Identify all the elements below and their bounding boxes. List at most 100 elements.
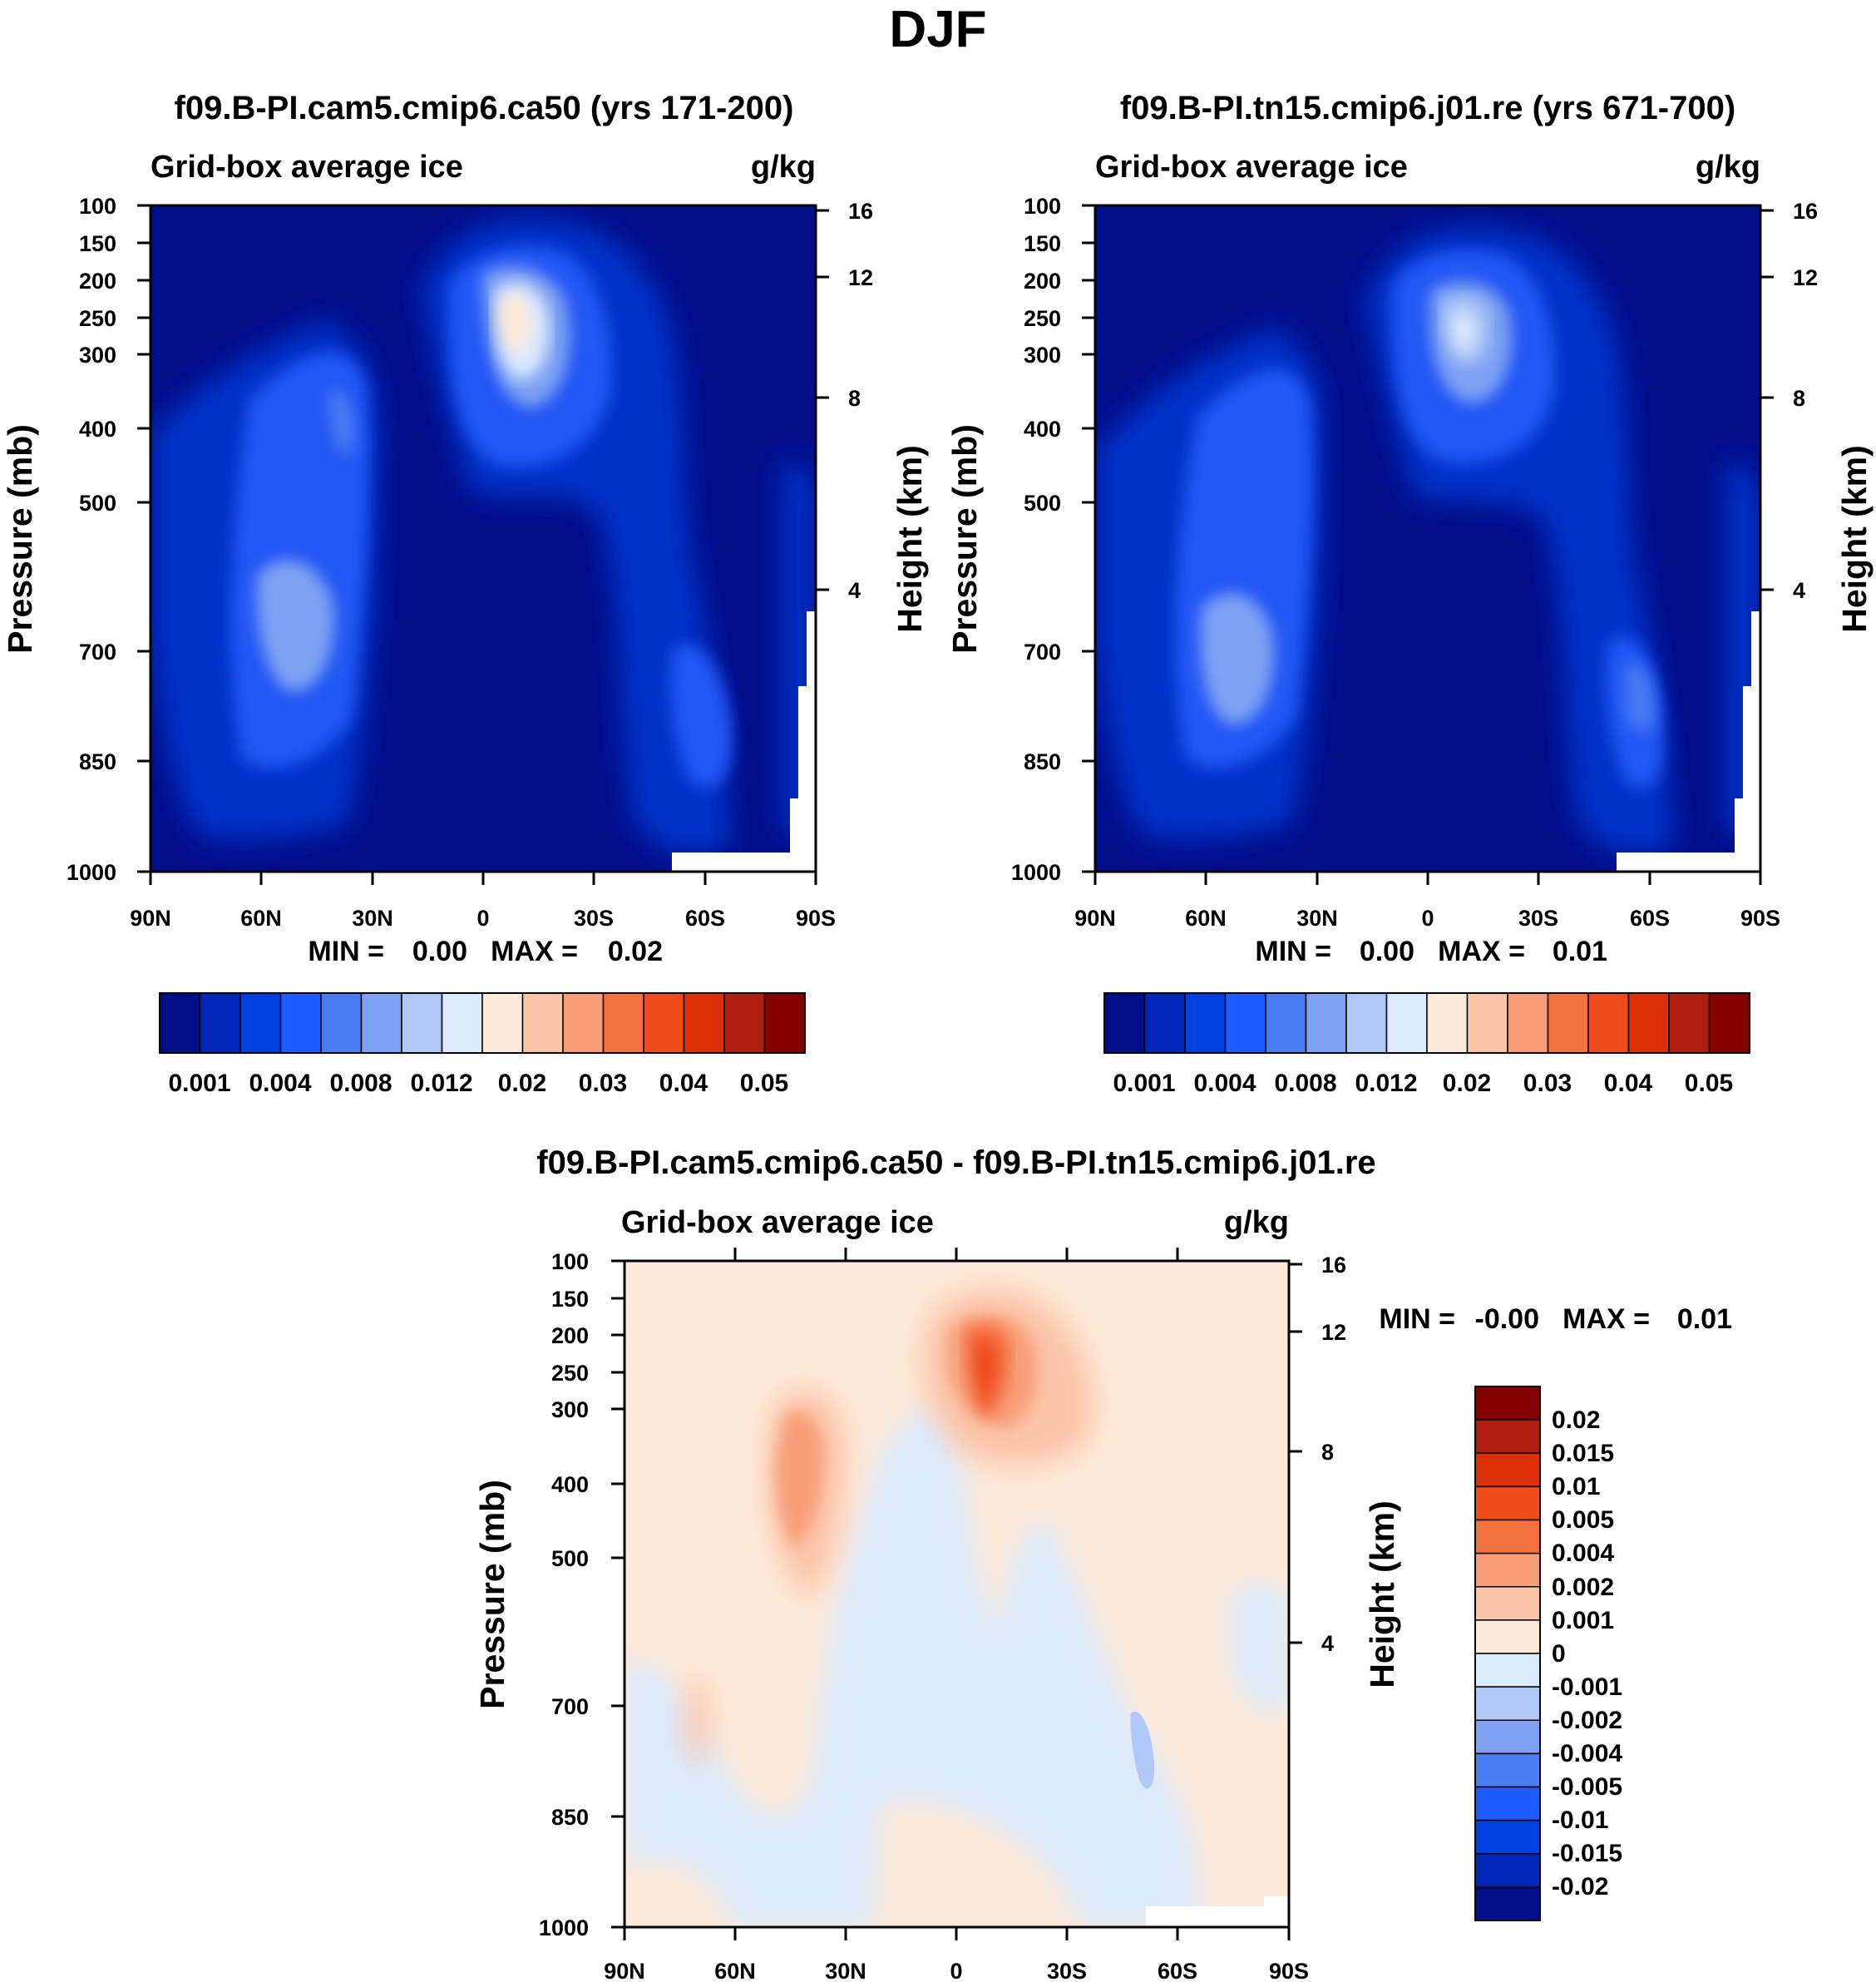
colorbar-label: 0.05 [1685, 1070, 1733, 1097]
colorbar-box [481, 992, 524, 1054]
panel-2-height-tick-label: 16 [1793, 199, 1818, 224]
panel-3-y-tick-label: 400 [551, 1472, 589, 1497]
panel-3-min-max: MIN = -0.00 MAX = 0.01 [1379, 1303, 1732, 1335]
panel-3-y-tick-label: 250 [551, 1361, 589, 1386]
colorbar-label: 0.004 [1552, 1540, 1614, 1567]
colorbar-box [1474, 1686, 1541, 1722]
colorbar-label: 0.012 [410, 1070, 472, 1097]
colorbar-box [1507, 992, 1549, 1054]
colorbar-box [1474, 1586, 1541, 1621]
min-label: MIN = [1255, 936, 1331, 967]
panel-3-height-axis: 16 12 8 4 Height (km) [1289, 1253, 1401, 1688]
panel-1-y-tick-label: 700 [79, 640, 116, 665]
colorbar-box [1385, 992, 1428, 1054]
panel-2-y-tick-label: 200 [1024, 269, 1061, 294]
min-value: 0.00 [1360, 936, 1414, 967]
panel-1-height-tick-label: 4 [848, 578, 861, 603]
panel-2-colorbar-boxes [1103, 992, 1750, 1054]
panel-1-min-max: MIN = 0.00 MAX = 0.02 [308, 936, 663, 967]
panel-3-y-tick-label: 150 [551, 1287, 589, 1312]
max-label: MAX = [1563, 1303, 1650, 1335]
colorbar-label: 0.004 [249, 1070, 311, 1097]
colorbar-box [1474, 1752, 1541, 1788]
panel-1-y-tick-label: 1000 [67, 860, 116, 885]
panel-2-x-tick-label: 60S [1630, 906, 1670, 931]
max-label: MAX = [1438, 936, 1525, 967]
colorbar-box [723, 992, 766, 1054]
panel-3-x-axis: 90N 60N 30N 0 30S 60S 90S [604, 1248, 1309, 1982]
colorbar-label: -0.01 [1552, 1807, 1608, 1834]
panel-1-height-tick-label: 8 [848, 386, 861, 411]
panel-1-x-tick-label: 90N [130, 906, 171, 931]
colorbar-box [1474, 1485, 1541, 1521]
panel-2-y-tick-label: 1000 [1011, 860, 1061, 885]
colorbar-box [159, 992, 201, 1054]
panel-2-y-tick-label: 100 [1024, 194, 1061, 219]
colorbar-box [1668, 992, 1711, 1054]
panel-3-x-tick-label: 90S [1269, 1959, 1309, 1982]
max-value: 0.01 [1677, 1303, 1732, 1335]
panel-3-height-tick-label: 4 [1321, 1631, 1334, 1656]
panel-2-height-tick-label: 8 [1793, 386, 1805, 411]
panel-3-y-tick-label: 200 [551, 1323, 589, 1348]
panel-1-colorbar-boxes [159, 992, 806, 1054]
panel-1-x-tick-label: 30S [574, 906, 614, 931]
panel-3-height-tick-label: 12 [1321, 1320, 1346, 1345]
colorbar-label: 0.03 [1523, 1070, 1572, 1097]
colorbar-box [1474, 1886, 1541, 1921]
colorbar-label: 0 [1552, 1640, 1566, 1668]
panel-2-y-tick-label: 700 [1024, 640, 1061, 665]
panel-1-height-tick-label: 12 [848, 265, 873, 290]
panel-2-y-axis: 100 150 200 250 300 400 500 700 850 1000… [945, 194, 1095, 885]
panel-1-x-tick-label: 60S [685, 906, 725, 931]
colorbar-label: 0.02 [498, 1070, 546, 1097]
panel-3-height-tick-label: 8 [1321, 1440, 1334, 1465]
panel-1-height-axis: 16 12 8 4 Height (km) [816, 199, 929, 633]
colorbar-box [1474, 1719, 1541, 1755]
panel-1-x-tick-label: 30N [352, 906, 393, 931]
colorbar-box [683, 992, 725, 1054]
panel-2-y-tick-label: 400 [1024, 417, 1061, 442]
panel-1-title: f09.B-PI.cam5.cmip6.ca50 (yrs 171-200) [175, 90, 794, 126]
panel-1-height-tick-label: 16 [848, 199, 873, 224]
colorbar-label: -0.02 [1552, 1873, 1608, 1900]
colorbar-box [1474, 1419, 1541, 1455]
colorbar-box [199, 992, 241, 1054]
colorbar-box [320, 992, 363, 1054]
panel-2-y-axis-title: Pressure (mb) [945, 424, 984, 654]
colorbar-label: -0.004 [1552, 1740, 1622, 1767]
panel-2-x-axis: 90N 60N 30N 0 30S 60S 90S [1074, 872, 1780, 931]
colorbar-box [1143, 992, 1186, 1054]
panel-3-y-axis-title: Pressure (mb) [473, 1480, 511, 1709]
panel-3-height-axis-title: Height (km) [1363, 1500, 1401, 1688]
colorbar-label: 0.001 [168, 1070, 230, 1097]
colorbar-box [1426, 992, 1469, 1054]
colorbar-box [1474, 1653, 1541, 1688]
panel-1: f09.B-PI.cam5.cmip6.ca50 (yrs 171-200) G… [1, 90, 929, 1097]
panel-3-y-tick-label: 100 [551, 1249, 589, 1274]
colorbar-box [1305, 992, 1347, 1054]
colorbar-label: 0.05 [740, 1070, 788, 1097]
panel-1-height-axis-title: Height (km) [891, 445, 929, 633]
panel-1-x-tick-label: 90S [796, 906, 836, 931]
min-label: MIN = [308, 936, 384, 967]
panel-3-units-label: g/kg [1224, 1205, 1289, 1240]
colorbar-box [1474, 1786, 1541, 1821]
panel-3-y-tick-label: 1000 [539, 1915, 589, 1940]
panel-1-colorbar: 0.001 0.004 0.008 0.012 0.02 0.03 0.04 0… [159, 992, 806, 1097]
panel-3-colorbar: 0.02 0.015 0.01 0.005 0.004 0.002 0.001 … [1474, 1386, 1622, 1921]
panel-2-y-tick-label: 250 [1024, 306, 1061, 331]
colorbar-label: 0.008 [329, 1070, 392, 1097]
panel-2-x-tick-label: 0 [1421, 906, 1434, 931]
colorbar-box [1474, 1552, 1541, 1588]
panel-3-colorbar-boxes [1474, 1386, 1541, 1921]
figure-title: DJF [889, 1, 986, 58]
panel-2-height-axis: 16 12 8 4 Height (km) [1760, 199, 1874, 633]
colorbar-label: 0.02 [1552, 1406, 1600, 1434]
panel-1-x-tick-label: 0 [476, 906, 489, 931]
panel-2-x-tick-label: 30N [1296, 906, 1338, 931]
panel-1-units-label: g/kg [751, 150, 816, 185]
colorbar-box [763, 992, 806, 1054]
colorbar-label: -0.001 [1552, 1673, 1622, 1701]
